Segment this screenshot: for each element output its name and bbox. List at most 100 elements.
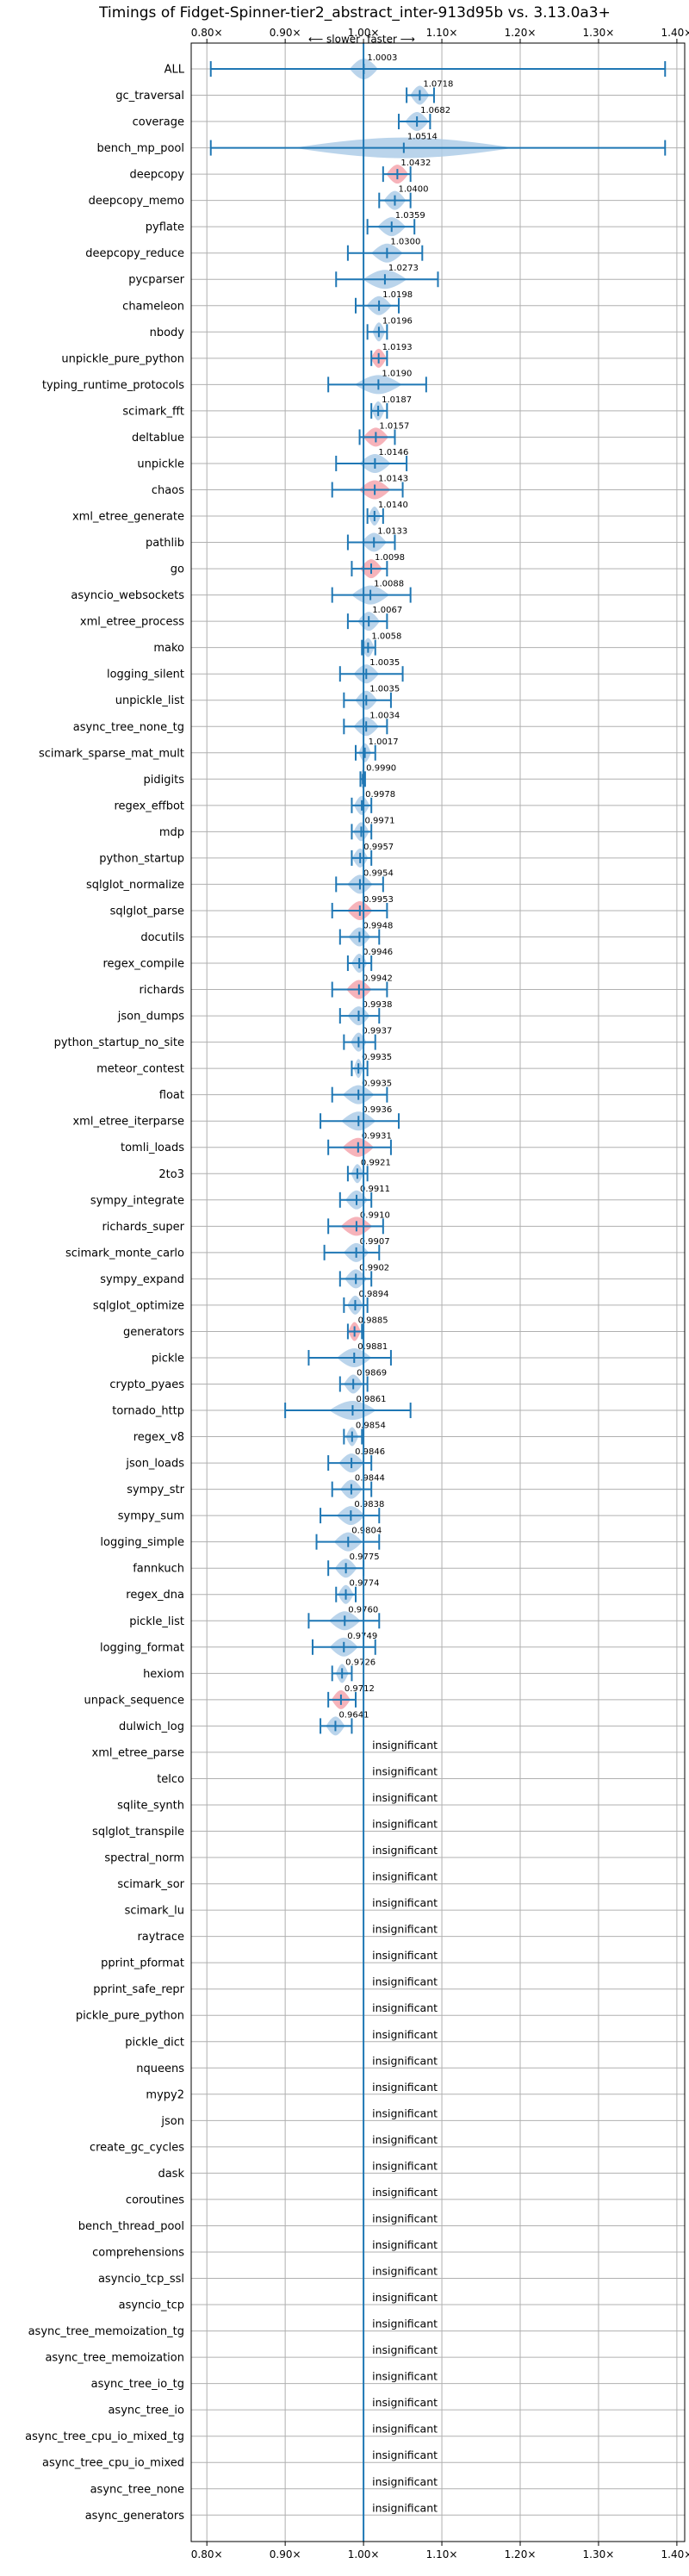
value-label-scimark_fft: 1.0187 <box>382 395 412 405</box>
benchmark-label-sqlglot_normalize: sqlglot_normalize <box>86 879 184 892</box>
insignificant-label: insignificant <box>372 2238 438 2251</box>
benchmark-label-nbody: nbody <box>150 327 185 339</box>
value-label-sympy_integrate: 0.9911 <box>360 1185 390 1194</box>
insignificant-label: insignificant <box>372 1739 438 1752</box>
value-label-pathlib: 1.0133 <box>377 527 407 537</box>
value-label-deepcopy_reduce: 1.0300 <box>390 238 420 247</box>
benchmark-label-create_gc_cycles: create_gc_cycles <box>90 2141 184 2154</box>
benchmark-label-hexiom: hexiom <box>143 1668 184 1681</box>
benchmark-label-coverage: coverage <box>133 116 184 129</box>
value-label-unpickle_pure_python: 1.0193 <box>382 343 413 352</box>
value-label-async_tree_none_tg: 1.0034 <box>369 711 400 720</box>
value-label-unpickle_list: 1.0035 <box>369 685 400 694</box>
value-label-fannkuch: 0.9775 <box>350 1552 380 1562</box>
value-label-ALL: 1.0003 <box>367 53 397 63</box>
benchmark-label-pprint_pformat: pprint_pformat <box>101 1957 184 1970</box>
insignificant-label: insignificant <box>372 2001 438 2014</box>
benchmark-label-mypy2: mypy2 <box>146 2088 184 2101</box>
value-label-richards_super: 0.9910 <box>360 1210 390 1220</box>
insignificant-label: insignificant <box>372 2159 438 2172</box>
benchmark-label-sympy_str: sympy_str <box>127 1484 184 1496</box>
benchmark-label-float: float <box>159 1089 184 1102</box>
benchmark-label-json_loads: json_loads <box>125 1458 184 1471</box>
tick-label-top: 1.30× <box>583 27 615 39</box>
value-label-pickle: 0.9881 <box>357 1342 388 1352</box>
insignificant-label: insignificant <box>372 1976 438 1988</box>
value-label-unpickle: 1.0146 <box>378 448 408 457</box>
tick-label-bottom: 1.10× <box>426 2548 458 2560</box>
benchmark-label-2to3: 2to3 <box>158 1168 184 1181</box>
benchmark-label-unpickle_list: unpickle_list <box>115 694 184 707</box>
tick-label-top: 1.20× <box>505 27 537 39</box>
insignificant-label: insignificant <box>372 2028 438 2041</box>
benchmark-label-async_tree_none_tg: async_tree_none_tg <box>73 721 184 734</box>
benchmark-label-dulwich_log: dulwich_log <box>119 1720 184 1733</box>
insignificant-label: insignificant <box>372 2423 438 2436</box>
benchmark-label-pyflate: pyflate <box>146 221 184 234</box>
chart-title: Timings of Fidget-Spinner-tier2_abstract… <box>98 4 611 22</box>
label-layer: 1.0003 ALL 1.0718 gc_traversal 1.0682 coverag… <box>25 53 453 2523</box>
benchmark-label-asyncio_tcp: asyncio_tcp <box>119 2299 184 2312</box>
value-label-python_startup_no_site: 0.9937 <box>362 1027 392 1036</box>
benchmark-label-nqueens: nqueens <box>136 2063 184 2075</box>
benchmark-label-xml_etree_generate: xml_etree_generate <box>72 511 184 524</box>
value-label-richards: 0.9942 <box>363 974 393 984</box>
value-label-regex_v8: 0.9854 <box>356 1422 386 1431</box>
value-label-coverage: 1.0682 <box>420 106 450 115</box>
plot-frame <box>190 42 686 2542</box>
tick-label-bottom: 1.20× <box>505 2548 537 2560</box>
insignificant-label: insignificant <box>372 2106 438 2119</box>
value-label-python_startup: 0.9957 <box>363 843 394 852</box>
benchmark-label-gc_traversal: gc_traversal <box>115 90 184 103</box>
value-label-nbody: 1.0196 <box>382 316 413 326</box>
benchmark-label-scimark_fft: scimark_fft <box>122 405 184 418</box>
value-label-pyflate: 1.0359 <box>395 211 425 221</box>
benchmark-label-pycparser: pycparser <box>128 274 184 287</box>
benchmark-label-async_tree_cpu_io_mixed: async_tree_cpu_io_mixed <box>42 2457 184 2470</box>
benchmark-label-unpickle_pure_python: unpickle_pure_python <box>61 352 184 365</box>
benchmark-label-async_tree_memoization: async_tree_memoization <box>45 2352 184 2365</box>
benchmark-label-regex_compile: regex_compile <box>102 958 184 971</box>
benchmark-label-xml_etree_parse: xml_etree_parse <box>92 1746 184 1759</box>
benchmark-label-regex_effbot: regex_effbot <box>114 800 184 812</box>
insignificant-label: insignificant <box>372 2291 438 2304</box>
benchmark-label-tomli_loads: tomli_loads <box>121 1142 184 1154</box>
value-label-docutils: 0.9948 <box>363 921 393 930</box>
benchmark-label-generators: generators <box>123 1326 184 1339</box>
insignificant-label: insignificant <box>372 2370 438 2383</box>
value-label-json_dumps: 0.9938 <box>362 1000 392 1010</box>
benchmark-label-sympy_sum: sympy_sum <box>118 1510 184 1523</box>
value-label-chameleon: 1.0198 <box>382 290 413 300</box>
benchmark-label-logging_simple: logging_simple <box>100 1536 184 1549</box>
benchmark-label-chaos: chaos <box>152 484 184 497</box>
benchmark-label-asyncio_tcp_ssl: asyncio_tcp_ssl <box>98 2273 184 2286</box>
insignificant-label: insignificant <box>372 2133 438 2146</box>
benchmark-label-sqlglot_parse: sqlglot_parse <box>110 905 184 918</box>
benchmark-label-sympy_integrate: sympy_integrate <box>90 1194 184 1207</box>
value-label-go: 1.0098 <box>375 553 405 563</box>
benchmark-label-json_dumps: json_dumps <box>117 1011 184 1024</box>
benchmark-label-coroutines: coroutines <box>126 2193 184 2206</box>
insignificant-label: insignificant <box>372 2265 438 2278</box>
benchmark-label-deepcopy: deepcopy <box>129 169 184 182</box>
benchmark-label-xml_etree_iterparse: xml_etree_iterparse <box>72 1116 184 1129</box>
faster-direction-label: faster ⟶ <box>367 34 415 46</box>
value-label-sympy_str: 0.9844 <box>355 1474 385 1484</box>
benchmark-label-scimark_monte_carlo: scimark_monte_carlo <box>65 1247 184 1260</box>
value-label-xml_etree_generate: 1.0140 <box>378 501 408 510</box>
insignificant-label: insignificant <box>372 2212 438 2224</box>
value-label-asyncio_websockets: 1.0088 <box>374 580 404 589</box>
value-label-meteor_contest: 0.9935 <box>362 1053 392 1062</box>
value-label-mako: 1.0058 <box>371 632 401 642</box>
insignificant-label: insignificant <box>372 2501 438 2514</box>
value-label-dulwich_log: 0.9641 <box>338 1710 369 1720</box>
benchmark-label-sqlglot_transpile: sqlglot_transpile <box>92 1826 184 1839</box>
insignificant-label: insignificant <box>372 2475 438 2488</box>
benchmark-label-asyncio_websockets: asyncio_websockets <box>71 589 184 602</box>
value-label-bench_mp_pool: 1.0514 <box>407 133 438 142</box>
benchmark-label-async_tree_cpu_io_mixed_tg: async_tree_cpu_io_mixed_tg <box>25 2430 184 2443</box>
value-label-gc_traversal: 1.0718 <box>423 80 453 90</box>
benchmark-label-meteor_contest: meteor_contest <box>96 1063 184 1076</box>
benchmark-label-async_tree_io_tg: async_tree_io_tg <box>91 2378 184 2391</box>
